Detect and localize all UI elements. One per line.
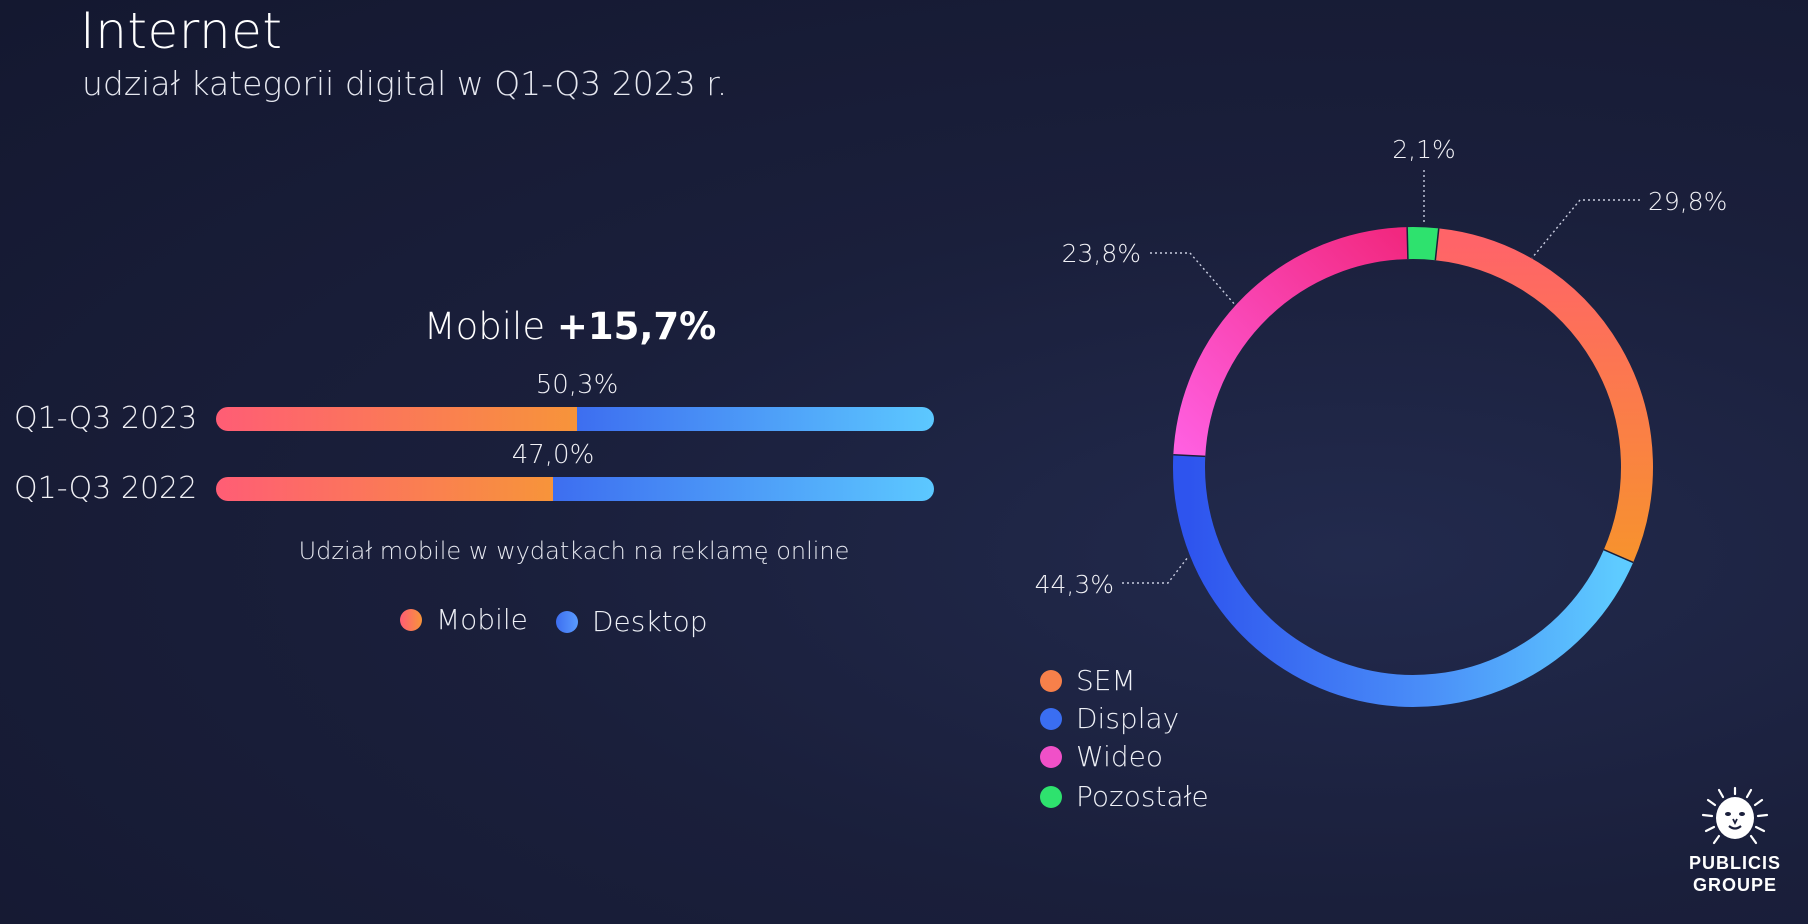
- legend-item-mobile: Mobile: [400, 603, 528, 636]
- slice-label-wideo: 23,8%: [1062, 239, 1141, 268]
- donut-slice-wideo: [1173, 227, 1409, 457]
- logo-text-line2: GROUPE: [1692, 875, 1777, 895]
- donut-legend-label-pozostale: Pozostałe: [1076, 780, 1209, 813]
- row-label-2023: Q1-Q3 2023: [14, 401, 198, 436]
- bar-mobile-2022: [216, 477, 554, 501]
- legend-dot-desktop: [556, 610, 578, 633]
- slice-label-sem: 29,8%: [1648, 187, 1727, 216]
- donut-separator: [1173, 454, 1206, 458]
- donut-separator: [1406, 227, 1409, 260]
- bar-label-2022: 47,0%: [511, 440, 595, 470]
- legend-label-mobile: Mobile: [436, 603, 528, 636]
- donut-legend-label-wideo: Wideo: [1076, 740, 1163, 773]
- bar-chart-note: Udział mobile w wydatkach na reklamę onl…: [298, 537, 850, 565]
- slice-label-display: 44,3%: [1035, 570, 1114, 599]
- leader-line-display: [1122, 556, 1189, 584]
- donut-slice-display: [1173, 454, 1634, 707]
- logo-text-line1: PUBLICIS: [1688, 853, 1781, 873]
- page-title: Internet: [80, 2, 283, 60]
- donut-legend-dot-wideo: [1040, 745, 1062, 768]
- legend-dot-mobile: [400, 608, 422, 631]
- bar-desktop-2022: [553, 477, 934, 501]
- donut-legend-label-sem: SEM: [1076, 664, 1136, 697]
- donut-legend-dot-pozostale: [1040, 785, 1062, 808]
- legend-label-desktop: Desktop: [592, 605, 708, 638]
- donut-legend-sem: SEM: [1040, 664, 1136, 697]
- page-subtitle: udział kategorii digital w Q1-Q3 2023 r.: [82, 64, 728, 103]
- legend-item-desktop: Desktop: [556, 605, 707, 638]
- donut-legend-display: Display: [1040, 702, 1179, 735]
- leader-line-wideo: [1150, 252, 1237, 307]
- donut-separator: [1434, 228, 1440, 261]
- bar-mobile-2023: [216, 407, 578, 431]
- donut-slice-sem: [1435, 228, 1653, 563]
- donut-leader-lines: [1122, 170, 1640, 584]
- bar-label-2023: 50,3%: [535, 370, 619, 400]
- donut-legend-pozostale: Pozostałe: [1040, 780, 1209, 813]
- bar-chart-title: Mobile +15,7%: [0, 305, 1140, 348]
- stacked-bar-2022: [216, 477, 934, 501]
- donut-legend-label-display: Display: [1076, 702, 1180, 735]
- donut-legend-wideo: Wideo: [1040, 740, 1163, 773]
- lion-head-icon: [1701, 786, 1769, 845]
- headline-prefix: Mobile: [423, 305, 557, 348]
- stacked-bar-2023: [216, 407, 934, 431]
- headline-value: +15,7%: [556, 305, 717, 348]
- slice-label-pozostale: 2,1%: [1392, 135, 1456, 164]
- donut-legend-dot-display: [1040, 707, 1062, 730]
- bar-desktop-2023: [577, 407, 934, 431]
- leader-line-sem: [1531, 199, 1640, 259]
- row-label-2022: Q1-Q3 2022: [14, 471, 198, 506]
- donut-legend-dot-sem: [1040, 669, 1062, 692]
- donut-separator: [1603, 549, 1634, 564]
- donut-slice-pozostale: [1407, 227, 1439, 261]
- donut-segments: [1173, 227, 1653, 707]
- publicis-groupe-logo: PUBLICIS GROUPE: [1670, 786, 1800, 896]
